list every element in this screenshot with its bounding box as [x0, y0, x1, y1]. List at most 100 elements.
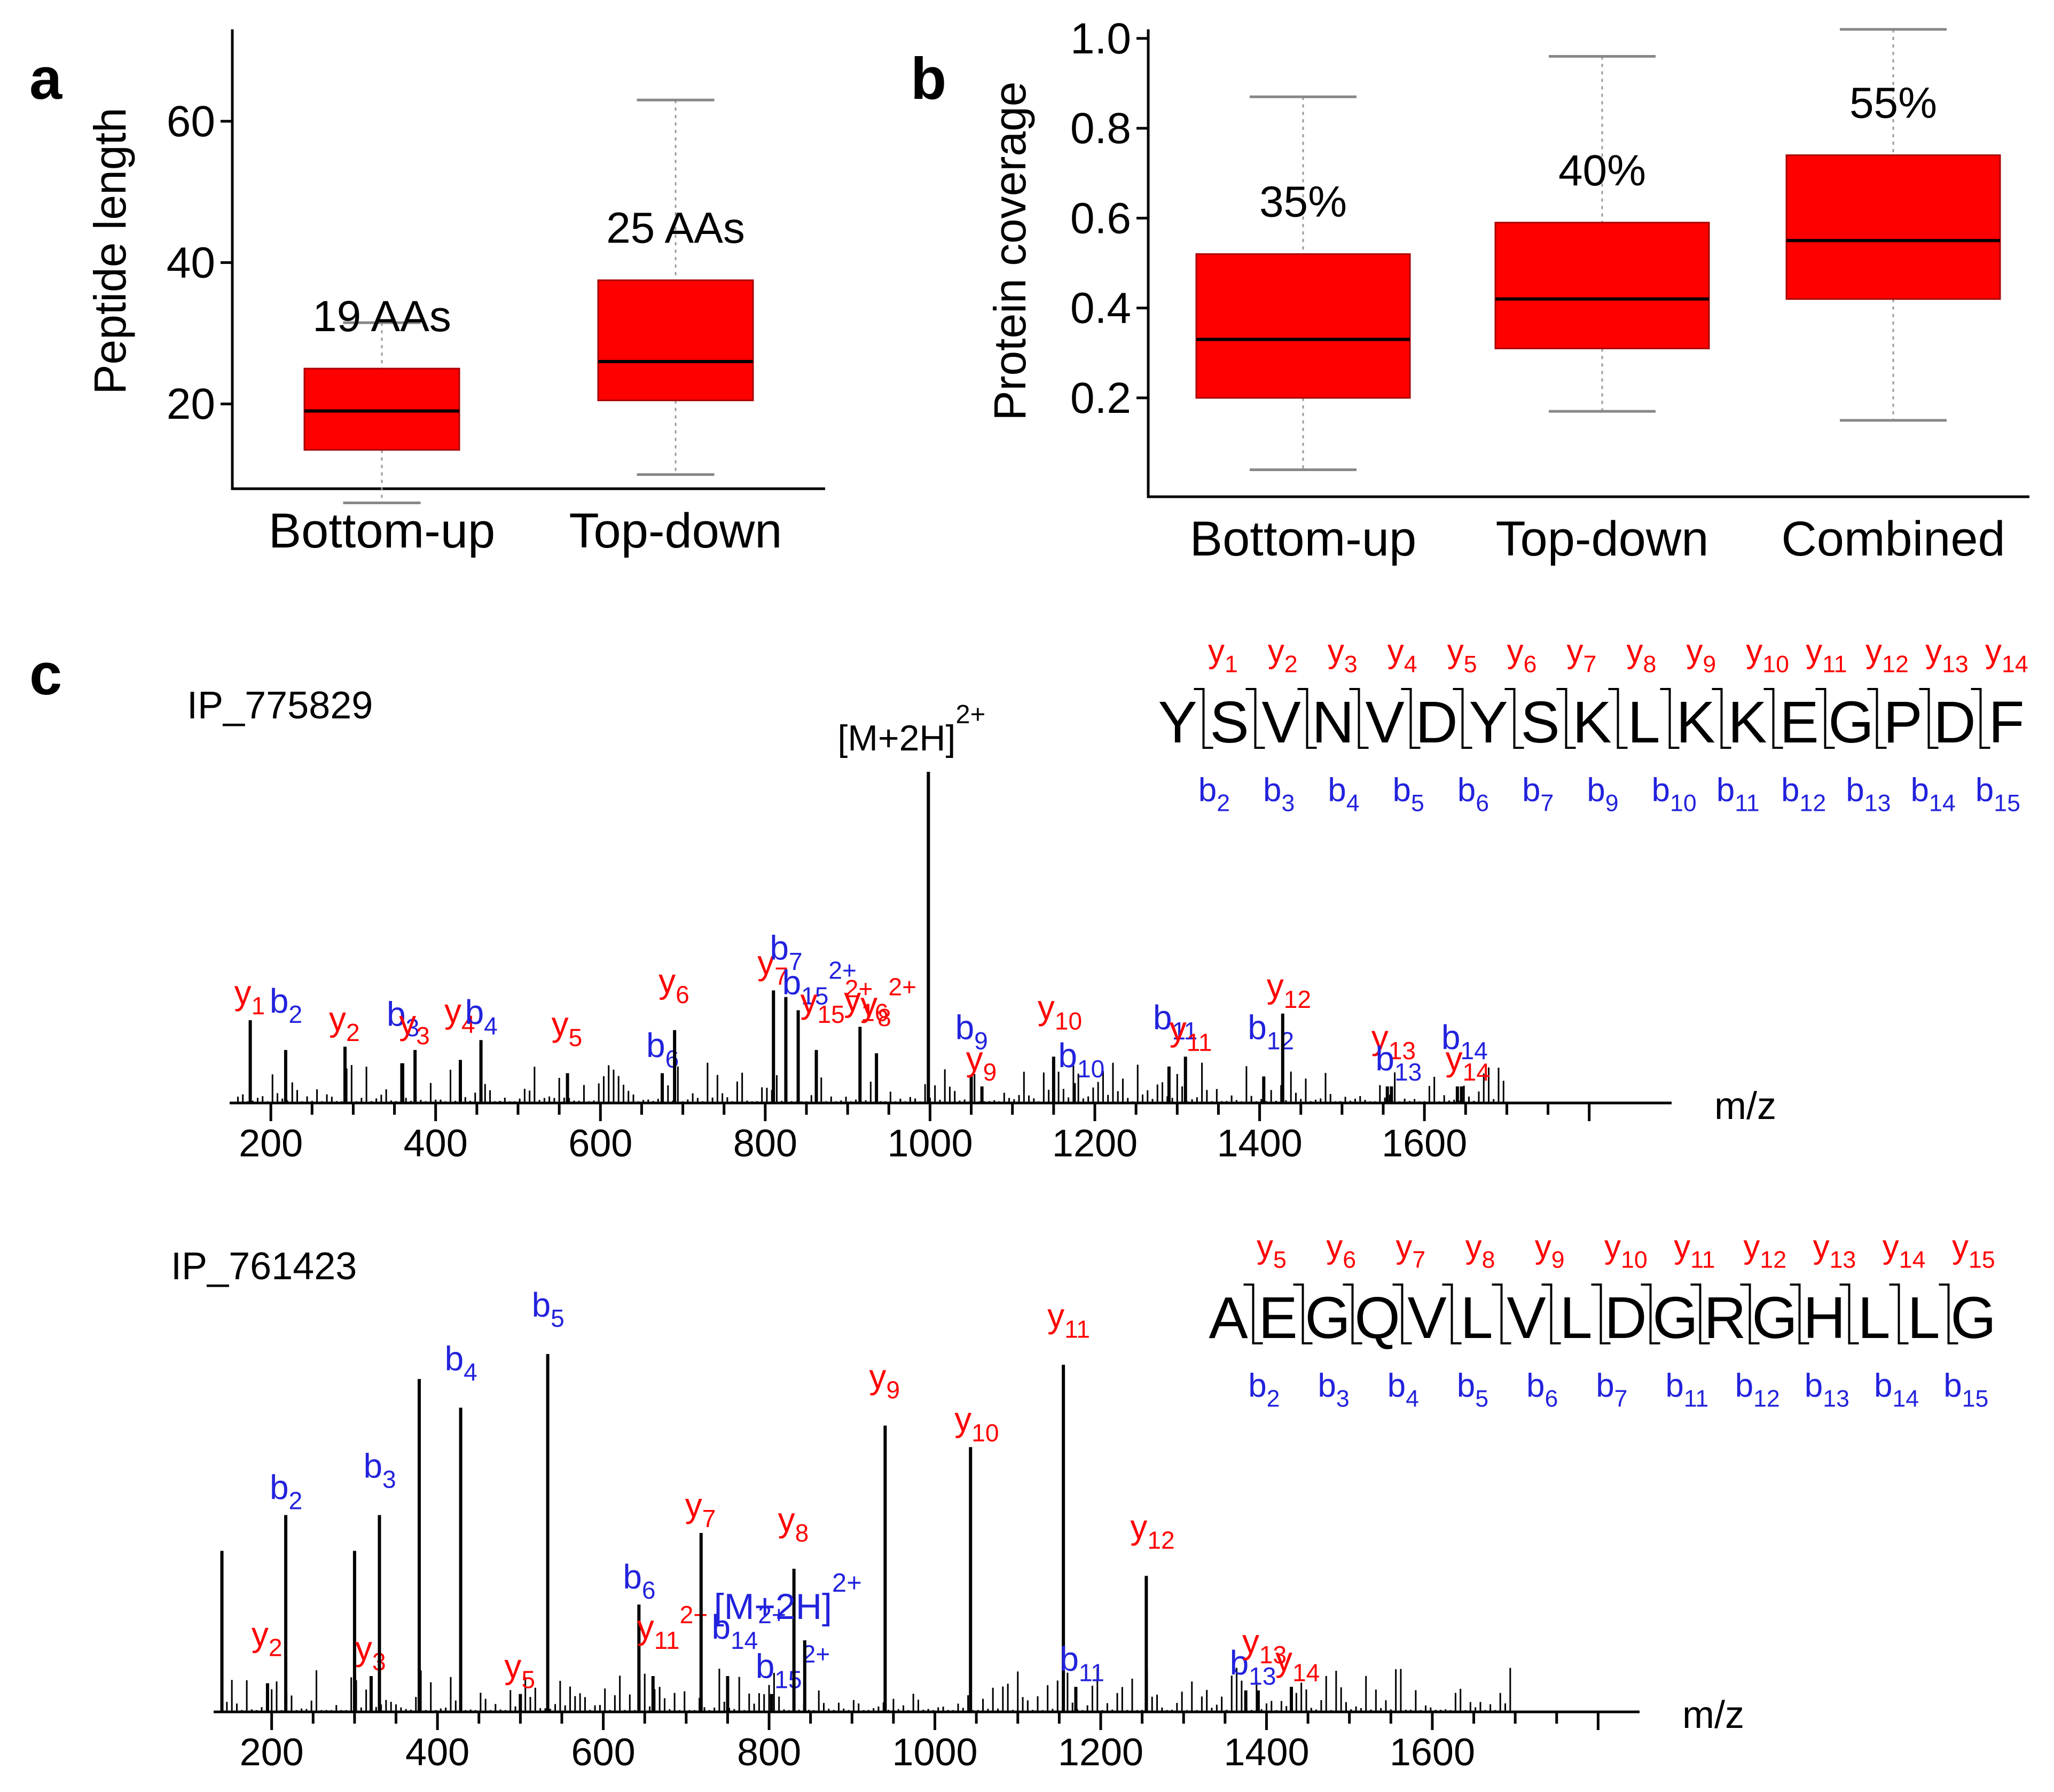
fragment-bracket [1492, 1284, 1511, 1344]
y-axis-label: Peptide length [85, 107, 135, 394]
ion-label-b6: b6 [646, 1026, 679, 1073]
ion-label-b6: b6 [623, 1558, 655, 1604]
spectrum-id: IP_775829 [187, 684, 373, 727]
sequence-residue: L [1460, 1285, 1493, 1351]
ion-label-y5: y5 [504, 1647, 535, 1694]
sequence-b-ion: b14 [1874, 1367, 1919, 1412]
fragment-bracket [1712, 688, 1731, 749]
y-tick-label: 0.4 [1070, 284, 1131, 333]
ion-label-y11: y11 [1170, 1010, 1212, 1056]
fragment-bracket [1939, 1284, 1958, 1344]
fragment-bracket [1641, 1284, 1660, 1344]
sequence-y-ion: y7 [1567, 633, 1597, 678]
box-combined [1785, 154, 2001, 300]
sequence-b-ion: b3 [1263, 772, 1295, 817]
y-tick-label: 20 [167, 380, 215, 428]
ion-label-b13: b13 [1375, 1039, 1422, 1086]
fragment-bracket [1349, 688, 1369, 749]
ion-label-y5: y5 [552, 1005, 583, 1051]
ion-label-b4: b4 [445, 1340, 477, 1386]
sequence-b-ion: b5 [1393, 772, 1424, 817]
ion-label-b12: b12 [1248, 1008, 1294, 1054]
x-category-label: Top-down [1496, 512, 1709, 566]
ion-label-b11: b11 [1060, 1640, 1104, 1686]
box-bottom-up [1195, 253, 1411, 399]
sequence-b-ion: b7 [1596, 1367, 1627, 1412]
sequence-b-ion: b7 [1522, 772, 1554, 817]
sequence-y-ion: y6 [1326, 1228, 1356, 1273]
x-tick-label: 1000 [887, 1122, 973, 1165]
box-annotation: 40% [1558, 146, 1646, 195]
x-axis-label: m/z [1714, 1085, 1776, 1128]
y-tick-label: 60 [167, 97, 215, 146]
sequence-residue: Y [1158, 690, 1197, 755]
x-tick-label: 1400 [1217, 1122, 1302, 1165]
ion-label-b11: b11 [1153, 998, 1197, 1045]
panel-b-boxplot: 0.2 0.4 0.6 0.8 1.0 Protein coverage 35% Bottom… [985, 14, 2029, 566]
fragment-bracket [1442, 1284, 1462, 1344]
fragment-bracket [1867, 688, 1887, 749]
x-tick-label: 600 [568, 1122, 632, 1165]
fragment-bracket [1343, 1284, 1362, 1344]
sequence-residue: Q [1354, 1285, 1400, 1351]
fragment-bracket [1243, 1284, 1263, 1344]
sequence-residue: L [1559, 1285, 1592, 1351]
sequence-b-ion: b4 [1328, 772, 1359, 817]
fragment-bracket [1194, 688, 1213, 749]
fragment-bracket [1660, 688, 1680, 749]
ion-label-y7: y7 [685, 1486, 716, 1532]
sequence-residue: D [1604, 1285, 1647, 1351]
ion-label-y10: y10 [954, 1400, 999, 1446]
sequence-y-ion: y5 [1257, 1228, 1287, 1273]
fragment-bracket [1763, 688, 1783, 749]
sequence-residue: L [1627, 690, 1660, 755]
sequence-residue: G [1652, 1285, 1698, 1351]
ion-label-y11: y11 [1047, 1296, 1090, 1343]
ion-label-b14: b14 [1441, 1018, 1488, 1065]
sequence-y-ion: y5 [1447, 633, 1477, 678]
sequence-y-ion: y11 [1674, 1228, 1715, 1273]
sequence-residue: N [1312, 690, 1354, 755]
sequence-b-ion: b11 [1716, 772, 1760, 817]
panel-a-boxplot: 20 40 60 Peptide length 19 AAs Bottom-up 25 AA… [85, 29, 825, 558]
panel-label-c: c [29, 641, 62, 707]
fragment-bracket [1401, 688, 1421, 749]
sequence-y-ion: y2 [1268, 633, 1298, 678]
sequence-y-ion: y6 [1507, 633, 1537, 678]
y-tick-label: 0.6 [1070, 194, 1131, 242]
ion-label-b7: b7 [770, 929, 802, 975]
box-bottom-up [303, 367, 460, 451]
sequence-residue: Y [1469, 690, 1508, 755]
fragment-bracket [1556, 688, 1576, 749]
precursor-label: [M+2H]2+ [714, 1569, 862, 1627]
ion-label-b2: b2 [270, 1468, 302, 1515]
fragment-bracket [1740, 1284, 1760, 1344]
sequence-y-ion: y13 [1925, 633, 1969, 678]
x-tick-label: 1600 [1390, 1731, 1475, 1774]
sequence-y-ion: y4 [1387, 633, 1417, 678]
fragment-bracket [1591, 1284, 1611, 1344]
ion-label-b4: b4 [465, 993, 498, 1039]
box-annotation: 25 AAs [606, 204, 745, 253]
ion-label-b9: b9 [955, 1008, 988, 1054]
ion-label-y8: y8 [778, 1500, 809, 1547]
ion-label-y2: y2 [329, 1000, 360, 1046]
sequence-y-ion: y8 [1626, 633, 1656, 678]
sequence-b-ion: b2 [1198, 772, 1230, 817]
y-axis-label: Protein coverage [985, 81, 1035, 420]
fragment-bracket [1297, 688, 1317, 749]
sequence-residue: G [1305, 1285, 1351, 1351]
fragment-bracket [1504, 688, 1524, 749]
ion-label-b14: b142+ [711, 1601, 786, 1654]
x-category-label: Combined [1781, 512, 2005, 566]
x-category-label: Bottom-up [1190, 512, 1416, 566]
fragment-bracket [1541, 1284, 1561, 1344]
sequence-y-ion: y1 [1208, 633, 1238, 678]
x-tick-label: 1400 [1224, 1731, 1309, 1774]
ion-label-y9: y9 [869, 1357, 900, 1404]
plot-axes [1147, 29, 2029, 498]
sequence-residue: F [1988, 690, 2024, 755]
sequence-b-ion: b12 [1735, 1367, 1780, 1412]
sequence-residue: V [1365, 690, 1404, 755]
